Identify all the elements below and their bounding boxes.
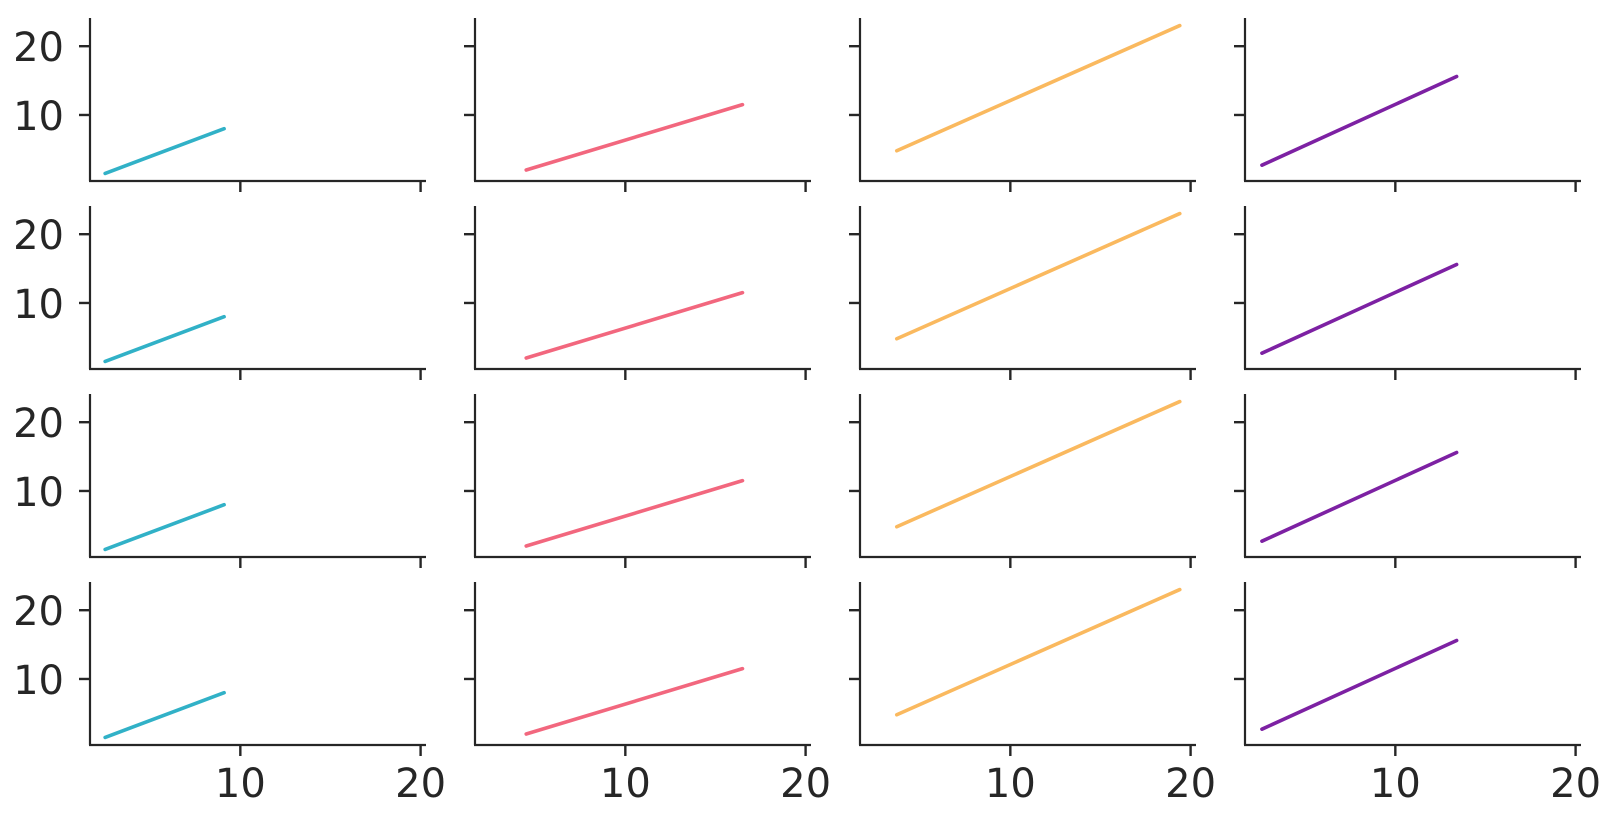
amber-line	[894, 399, 1182, 529]
subplot-r3c2	[464, 394, 811, 568]
purple-line	[1260, 74, 1459, 167]
x-tick-label: 20	[780, 761, 831, 807]
y-tick-label: 10	[13, 658, 64, 704]
amber-line	[894, 211, 1182, 341]
x-tick-label: 10	[215, 761, 266, 807]
subplot-r1c2	[464, 18, 811, 192]
subplot-r3c1: 10 20	[13, 394, 426, 568]
y-tick-label: 20	[13, 213, 64, 259]
y-tick-label: 10	[13, 94, 64, 140]
subplot-r4c2: 10 20	[464, 582, 831, 807]
pink-line	[524, 666, 745, 736]
x-tick-label: 20	[395, 761, 446, 807]
subplot-r1c3	[849, 18, 1196, 192]
subplot-r2c1: 10 20	[13, 206, 426, 380]
subplot-r4c4: 10 20	[1234, 582, 1601, 807]
x-tick-label: 20	[1165, 761, 1216, 807]
teal-line	[103, 502, 226, 552]
y-tick-label: 20	[13, 25, 64, 71]
subplot-r4c3: 10 20	[849, 582, 1216, 807]
subplot-r2c4	[1234, 206, 1581, 380]
x-tick-label: 20	[1550, 761, 1601, 807]
y-tick-label: 20	[13, 401, 64, 447]
amber-line	[894, 23, 1182, 153]
teal-line	[103, 126, 226, 176]
subplot-r1c4	[1234, 18, 1581, 192]
y-tick-label: 20	[13, 589, 64, 635]
teal-line	[103, 314, 226, 364]
y-tick-label: 10	[13, 470, 64, 516]
purple-line	[1260, 450, 1459, 543]
teal-line	[103, 690, 226, 740]
pink-line	[524, 478, 745, 548]
subplot-r1c1: 10 20	[13, 18, 426, 192]
subplot-r3c4	[1234, 394, 1581, 568]
purple-line	[1260, 262, 1459, 355]
subplot-r3c3	[849, 394, 1196, 568]
x-tick-label: 10	[600, 761, 651, 807]
y-tick-label: 10	[13, 282, 64, 328]
amber-line	[894, 587, 1182, 717]
subplot-r2c2	[464, 206, 811, 380]
pink-line	[524, 102, 745, 172]
x-tick-label: 10	[1370, 761, 1421, 807]
x-tick-label: 10	[985, 761, 1036, 807]
subplot-r2c3	[849, 206, 1196, 380]
purple-line	[1260, 638, 1459, 731]
subplot-r4c1: 10 20 10 20	[13, 582, 446, 807]
pink-line	[524, 290, 745, 360]
